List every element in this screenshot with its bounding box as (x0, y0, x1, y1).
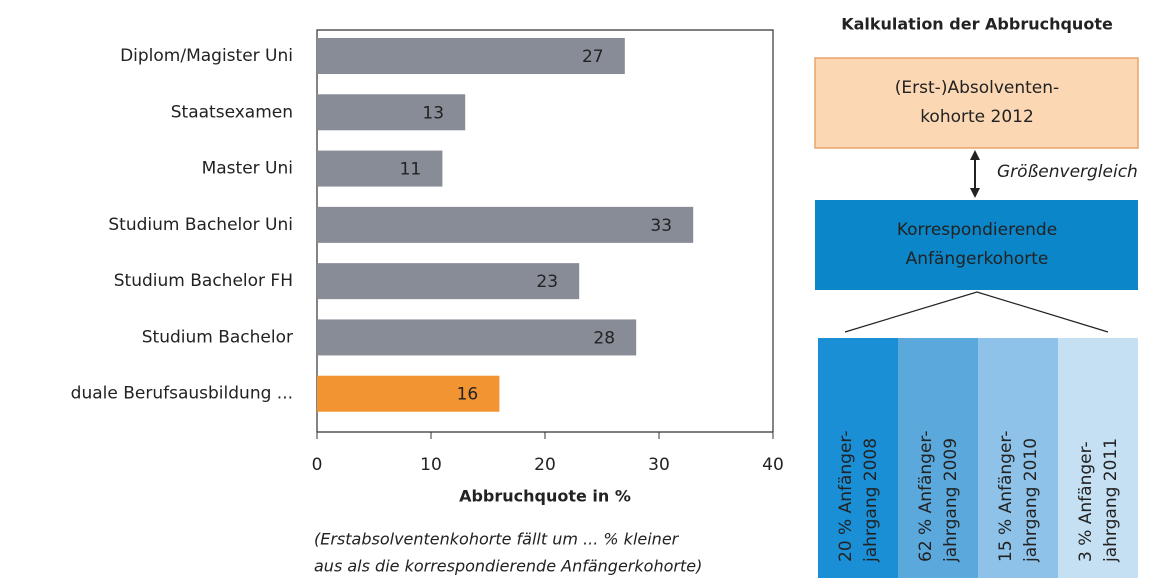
connector (844, 291, 1109, 333)
y-tick-label: Studium Bachelor (142, 327, 293, 347)
bar-label: 11 (400, 160, 422, 180)
bar (317, 150, 443, 187)
y-tick-label: Diplom/Magister Uni (120, 46, 293, 66)
x-tick-label: 10 (420, 455, 442, 475)
bar (317, 94, 466, 131)
cohort-text: 20 % Anfänger- (836, 431, 856, 562)
note: aus als die korrespondierende Anfängerko… (314, 557, 702, 576)
arrow-head (970, 188, 980, 198)
cohort-text: 62 % Anfänger- (916, 431, 936, 562)
x-tick-label: 30 (648, 455, 670, 475)
bar (317, 263, 580, 300)
x-tick-label: 40 (762, 455, 784, 475)
y-tick-label: Studium Bachelor FH (114, 271, 293, 291)
bar (317, 375, 500, 412)
middle-box-text: Anfängerkohorte (906, 249, 1049, 269)
cohort-text: jahrgang 2008 (861, 438, 881, 563)
cohort-column (818, 338, 898, 578)
bar-label: 28 (593, 328, 615, 348)
cohort-text: 15 % Anfänger- (996, 431, 1016, 562)
middle-box (815, 200, 1138, 290)
arrow-label: Größenvergleich (997, 162, 1138, 182)
cohort-column (1058, 338, 1138, 578)
bar (317, 38, 625, 74)
bar (317, 206, 694, 243)
top-box (814, 57, 1139, 149)
x-tick-label: 20 (534, 455, 556, 475)
diagram-title: Kalkulation der Abbruchquote (841, 15, 1113, 34)
bar-label: 23 (536, 272, 558, 292)
bar-label: 27 (582, 47, 604, 67)
cohort-column (978, 338, 1058, 578)
cohort-text: jahrgang 2011 (1101, 438, 1121, 563)
bar (317, 319, 637, 356)
cohort-column (898, 338, 978, 578)
x-axis-label: Abbruchquote in % (459, 487, 631, 506)
cohort-text: jahrgang 2010 (1021, 438, 1041, 563)
arrow-head (970, 150, 980, 160)
y-tick-label: Staatsexamen (171, 102, 293, 122)
cohort-text: jahrgang 2009 (941, 438, 961, 563)
x-tick-label: 0 (312, 455, 323, 475)
bar-label: 33 (650, 216, 672, 236)
middle-box-text: Korrespondierende (897, 220, 1057, 240)
cohort-text: 3 % Anfänger- (1076, 441, 1096, 562)
bar-label: 16 (457, 385, 479, 405)
bar-label: 13 (422, 103, 444, 123)
y-tick-label: duale Berufsausbildung ... (71, 384, 293, 404)
y-tick-label: Studium Bachelor Uni (108, 215, 293, 235)
note: (Erstabsolventenkohorte fällt um ... % k… (314, 530, 680, 549)
top-box-text: kohorte 2012 (920, 107, 1034, 127)
top-box-text: (Erst-)Absolventen- (895, 78, 1059, 98)
y-tick-label: Master Uni (202, 159, 293, 179)
